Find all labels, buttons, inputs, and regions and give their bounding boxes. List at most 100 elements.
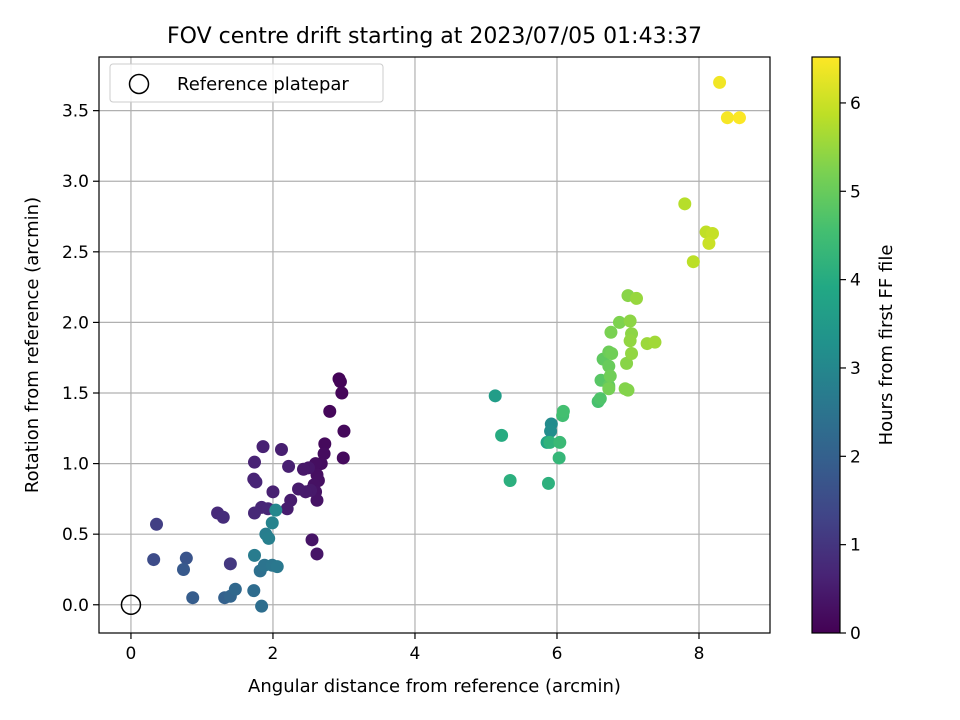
x-axis-label: Angular distance from reference (arcmin) xyxy=(248,676,621,697)
data-point xyxy=(296,462,310,476)
legend-entry-label: Reference platepar xyxy=(177,74,349,95)
data-point xyxy=(179,551,193,565)
data-point xyxy=(593,392,607,406)
reference-platepar-marker xyxy=(120,594,142,616)
data-point xyxy=(503,474,517,488)
colorbar-tick-label: 5 xyxy=(850,182,861,202)
data-point xyxy=(318,437,332,451)
x-ticks: 0 2 4 6 8 xyxy=(126,633,705,664)
data-point xyxy=(247,584,261,598)
data-point xyxy=(603,369,617,383)
data-point xyxy=(713,75,727,89)
data-point xyxy=(732,111,746,125)
data-point xyxy=(678,197,692,211)
legend-marker-open-circle xyxy=(128,73,150,95)
colorbar-tick-label: 6 xyxy=(850,94,861,114)
data-point xyxy=(556,404,570,418)
data-point xyxy=(623,334,637,348)
data-point xyxy=(282,459,296,473)
data-point xyxy=(544,424,558,438)
data-point xyxy=(256,440,270,454)
y-tick-label: 2.5 xyxy=(62,243,89,263)
legend-box xyxy=(109,63,384,103)
data-points xyxy=(147,75,746,613)
data-point xyxy=(305,533,319,547)
data-point xyxy=(176,562,190,576)
data-point xyxy=(337,424,351,438)
data-point xyxy=(223,557,237,571)
colorbar-tick-label: 2 xyxy=(850,447,861,467)
data-point xyxy=(270,560,284,574)
x-tick-label: 4 xyxy=(410,644,421,664)
data-point xyxy=(310,493,324,507)
data-point xyxy=(602,382,616,396)
data-point xyxy=(648,335,662,349)
data-point xyxy=(543,435,557,449)
x-tick-label: 2 xyxy=(268,644,279,664)
y-tick-label: 3.5 xyxy=(62,102,89,122)
data-point xyxy=(292,482,306,496)
data-point xyxy=(602,359,616,373)
y-axis-label: Rotation from reference (arcmin) xyxy=(22,197,43,493)
colorbar-tick-label: 0 xyxy=(850,624,861,644)
data-point xyxy=(686,255,700,269)
data-point xyxy=(623,314,637,328)
data-point xyxy=(612,315,626,329)
data-point xyxy=(335,386,349,400)
data-point xyxy=(333,375,347,389)
data-point xyxy=(336,451,350,465)
colorbar-tick-label: 1 xyxy=(850,536,861,556)
data-point xyxy=(495,428,509,442)
data-point xyxy=(310,547,324,561)
colorbar-ticks: 0 1 2 3 4 5 6 xyxy=(840,94,861,644)
y-tick-label: 0.0 xyxy=(62,596,89,616)
y-tick-label: 1.5 xyxy=(62,384,89,404)
data-point xyxy=(248,548,262,562)
colorbar-tick-label: 3 xyxy=(850,359,861,379)
data-point xyxy=(249,475,263,489)
data-point xyxy=(323,404,337,418)
y-tick-label: 0.5 xyxy=(62,525,89,545)
data-point xyxy=(630,291,644,305)
colorbar: 0 1 2 3 4 5 6 Hours from first FF file xyxy=(811,56,897,644)
data-point xyxy=(266,485,280,499)
data-point xyxy=(274,442,288,456)
data-point xyxy=(216,510,230,524)
y-tick-label: 3.0 xyxy=(62,172,89,192)
colorbar-gradient xyxy=(812,57,840,633)
data-point xyxy=(702,236,716,250)
y-ticks: 0.0 0.5 1.0 1.5 2.0 2.5 3.0 3.5 xyxy=(62,102,99,616)
reference-marker-layer xyxy=(120,594,142,616)
data-point xyxy=(552,451,566,465)
data-point xyxy=(317,447,331,461)
data-point xyxy=(604,325,618,339)
y-tick-label: 2.0 xyxy=(62,313,89,333)
y-tick-label: 1.0 xyxy=(62,455,89,475)
data-point xyxy=(248,455,262,469)
x-tick-label: 8 xyxy=(694,644,705,664)
data-point xyxy=(147,553,161,567)
data-point xyxy=(228,582,242,596)
data-point xyxy=(553,435,567,449)
data-point xyxy=(280,502,294,516)
data-point xyxy=(248,506,262,520)
data-point xyxy=(186,591,200,605)
data-point xyxy=(262,531,276,545)
data-point xyxy=(625,346,639,360)
data-point xyxy=(488,389,502,403)
data-point xyxy=(621,383,635,397)
colorbar-label: Hours from first FF file xyxy=(876,245,897,446)
legend: Reference platepar xyxy=(109,63,384,103)
x-tick-label: 6 xyxy=(552,644,563,664)
data-point xyxy=(265,516,279,530)
colorbar-frame xyxy=(811,56,841,634)
grid-lines xyxy=(99,57,770,633)
x-tick-label: 0 xyxy=(126,644,137,664)
plot-frame xyxy=(98,56,771,634)
data-point xyxy=(255,599,269,613)
data-point xyxy=(720,111,734,125)
data-point xyxy=(269,503,283,517)
data-point xyxy=(150,517,164,531)
